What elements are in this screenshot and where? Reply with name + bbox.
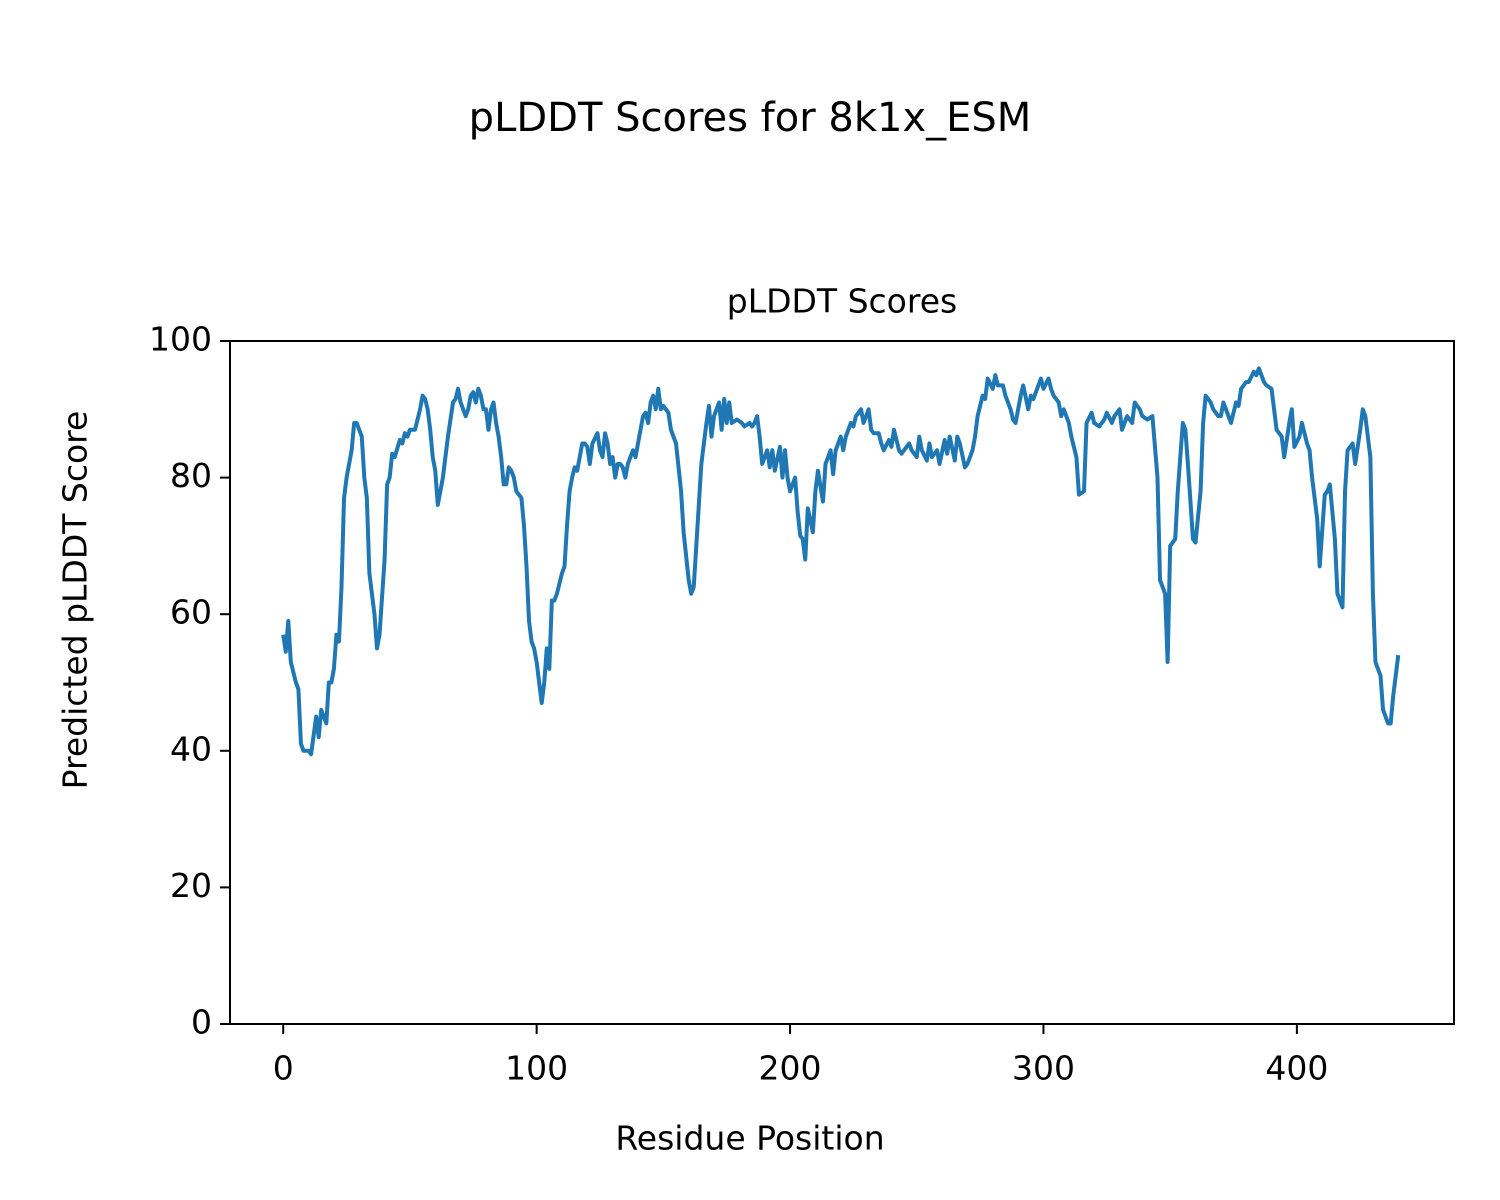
y-tick-label: 20 <box>170 866 212 905</box>
axes-title: pLDDT Scores <box>727 282 957 321</box>
x-tick-label: 200 <box>759 1049 822 1088</box>
chart-title: pLDDT Scores for 8k1x_ESM <box>469 95 1032 141</box>
plot-frame <box>229 340 1455 1025</box>
data-line <box>281 366 1401 757</box>
y-tick-label: 100 <box>149 320 212 359</box>
x-tick-label: 0 <box>273 1049 294 1088</box>
x-tick-label: 100 <box>505 1049 568 1088</box>
x-axis-label: Residue Position <box>615 1119 884 1158</box>
y-tick-label: 40 <box>170 729 212 768</box>
y-tick-label: 60 <box>170 593 212 632</box>
y-tick-label: 0 <box>191 1003 212 1042</box>
x-tick-label: 300 <box>1012 1049 1075 1088</box>
y-axis-label: Predicted pLDDT Score <box>56 411 95 790</box>
x-tick-label: 400 <box>1265 1049 1328 1088</box>
y-tick-label: 80 <box>170 456 212 495</box>
